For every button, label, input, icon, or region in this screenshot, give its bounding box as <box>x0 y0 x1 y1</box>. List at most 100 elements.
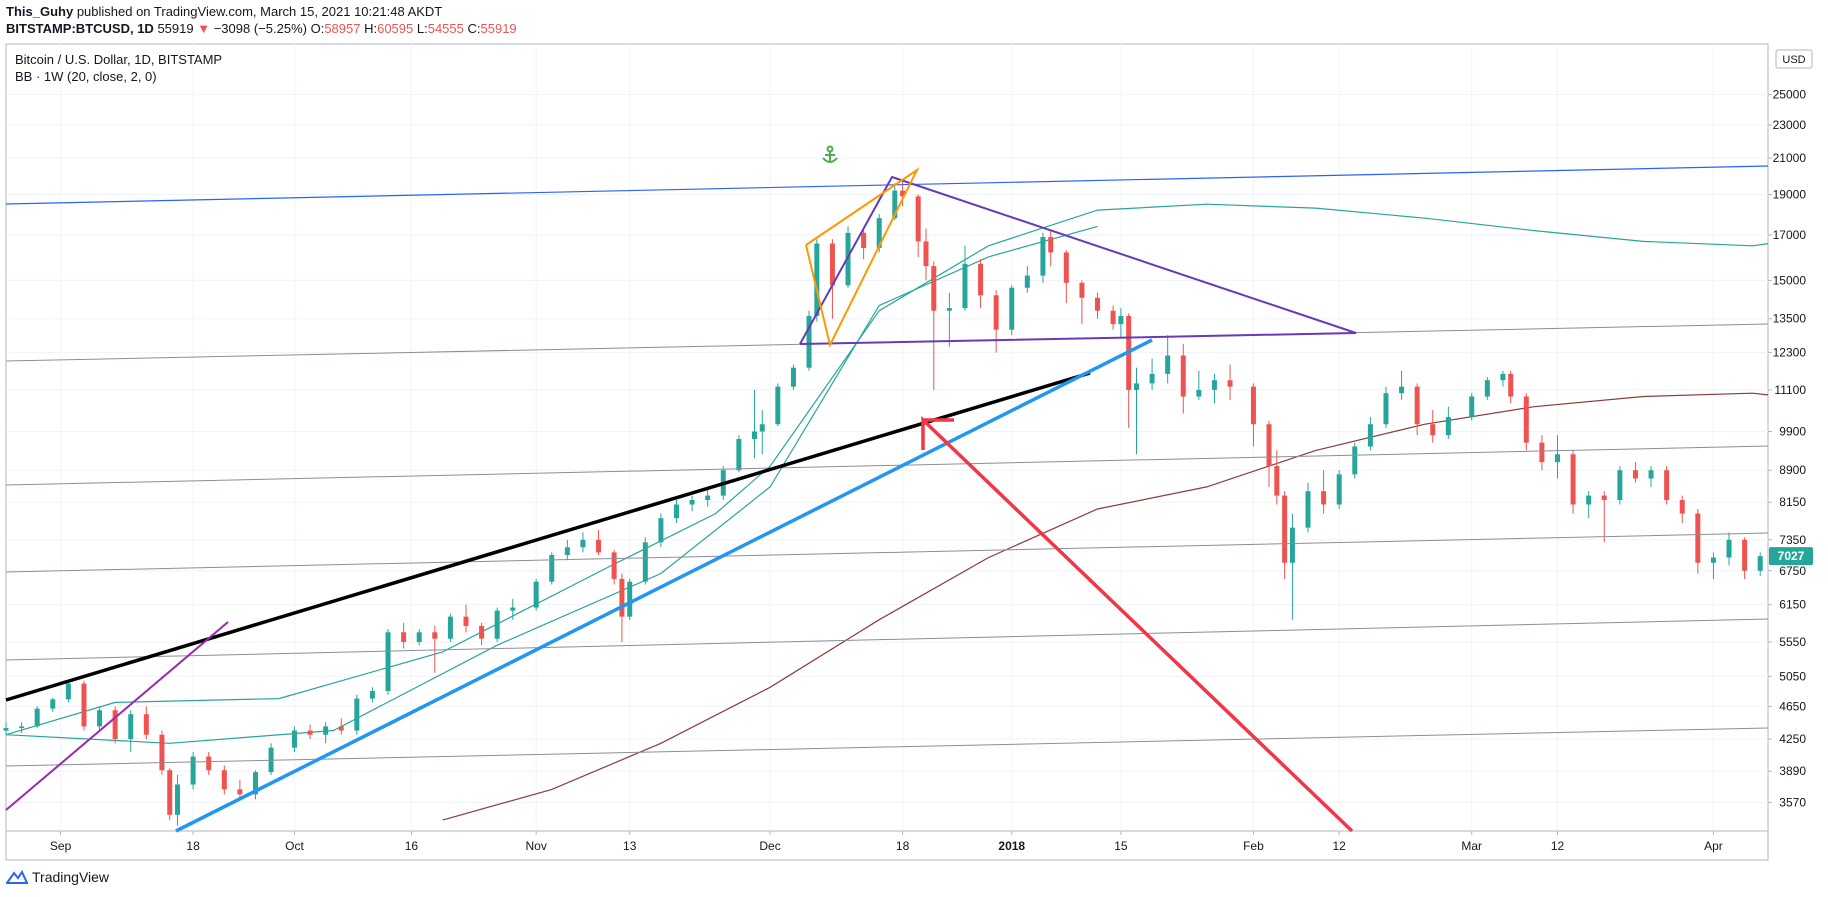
price-tick-label: 4650 <box>1779 699 1806 713</box>
currency-badge[interactable]: USD <box>1775 49 1813 69</box>
candle-body <box>1523 396 1529 443</box>
price-axis[interactable]: 25000 23000 21000 19000 17000 15000 13500 12300… <box>1768 88 1806 810</box>
candle-body <box>1430 424 1436 436</box>
time-tick-label: Dec <box>759 839 780 853</box>
candle-body <box>1710 557 1716 563</box>
candle <box>190 752 196 790</box>
trendline-black[interactable] <box>5 371 1091 702</box>
down-triangle-icon: ▼ <box>197 21 211 36</box>
chart-legend-title[interactable]: Bitcoin / U.S. Dollar, 1D, BITSTAMP <box>15 52 223 67</box>
candle-body <box>751 431 757 439</box>
close-label: C: <box>467 21 481 36</box>
indicator-legend[interactable]: BB · 1W (20, close, 2, 0) <box>15 69 157 84</box>
candle-body <box>1024 275 1030 288</box>
candle-body <box>642 542 648 582</box>
candle <box>1554 435 1560 479</box>
price-tick-label: 13500 <box>1773 312 1807 326</box>
triangle-purple[interactable] <box>799 175 1357 345</box>
candle-body <box>1063 252 1069 283</box>
candle <box>915 194 921 257</box>
candle <box>252 770 258 800</box>
published-text: published on TradingView.com, March 15, … <box>76 4 443 19</box>
candle-body <box>580 539 586 548</box>
candle <box>1274 450 1280 505</box>
time-tick-label: 16 <box>405 839 419 853</box>
price-tick-label: 19000 <box>1773 187 1807 201</box>
candle-body <box>1133 383 1139 390</box>
candle <box>81 680 87 731</box>
candle <box>962 245 968 311</box>
candle-body <box>1500 373 1506 381</box>
candle <box>1165 335 1171 384</box>
candle-body <box>1095 297 1101 311</box>
candle-body <box>510 607 516 611</box>
candle <box>931 261 937 390</box>
price-tick-label: 8900 <box>1779 463 1806 477</box>
candle-body <box>1266 424 1272 467</box>
candle <box>1500 370 1506 387</box>
candle-body <box>1211 380 1217 390</box>
candle-body <box>1679 500 1685 514</box>
candle <box>268 743 274 775</box>
candle <box>751 389 757 459</box>
candle-body <box>1414 386 1420 425</box>
trendline-light-blue[interactable] <box>175 338 1153 833</box>
candle <box>759 410 765 455</box>
candle <box>1679 495 1685 523</box>
candle-body <box>1601 495 1607 501</box>
candle-body <box>237 789 243 795</box>
candle-body <box>1321 491 1327 505</box>
trendline-gray-4[interactable] <box>5 618 1769 661</box>
candle-body <box>533 581 539 608</box>
candle <box>658 513 664 548</box>
price-tick-label: 6750 <box>1779 564 1806 578</box>
candle-body <box>1617 470 1623 501</box>
wedge-orange[interactable] <box>805 167 920 348</box>
last-value: 55919 <box>157 21 194 36</box>
candle-body <box>993 295 999 330</box>
candle-body <box>1445 417 1451 436</box>
anchor-icon[interactable] <box>822 145 838 163</box>
time-axis[interactable]: Sep 18 Oct 16 Nov 13 Dec 18 2018 15 Feb 12 Mar 12 Apr <box>50 831 1723 853</box>
candle-body <box>3 728 9 731</box>
candle <box>1289 513 1295 620</box>
candle <box>401 622 407 649</box>
trendline-gray-2[interactable] <box>5 445 1769 486</box>
trendline-magenta[interactable] <box>5 621 229 811</box>
trendline-gray-3[interactable] <box>5 532 1769 573</box>
candle-body <box>447 616 453 639</box>
footer-brand[interactable]: TradingView <box>6 869 109 885</box>
candle <box>1266 420 1272 487</box>
price-tick-label: 25000 <box>1773 88 1807 102</box>
candle-body <box>1539 442 1545 463</box>
candle <box>1539 435 1545 471</box>
candles <box>3 181 1763 826</box>
price-tick-label: 5550 <box>1779 635 1806 649</box>
candle-body <box>658 518 664 543</box>
candle-body <box>112 710 118 740</box>
candle-body <box>619 578 625 617</box>
candle-body <box>1289 527 1295 563</box>
author-name[interactable]: This_Guhy <box>6 4 74 19</box>
candle <box>1570 450 1576 514</box>
candle-body <box>1742 539 1748 571</box>
candle <box>1305 482 1311 533</box>
candle <box>923 228 929 281</box>
candle <box>494 607 500 642</box>
candle-body <box>479 625 485 639</box>
high-label: H: <box>364 21 378 36</box>
candle <box>1211 373 1217 404</box>
candle-body <box>1149 373 1155 384</box>
candle <box>580 532 586 553</box>
candle <box>1367 417 1373 451</box>
time-tick-label: 18 <box>896 839 910 853</box>
candle-body <box>1282 495 1288 563</box>
candle <box>479 622 485 646</box>
candle-body <box>97 710 103 727</box>
candle-body <box>354 698 360 731</box>
candle <box>1282 491 1288 579</box>
price-tick-label: 12300 <box>1773 346 1807 360</box>
candle <box>564 539 570 561</box>
trendline-gray-5[interactable] <box>5 727 1769 767</box>
